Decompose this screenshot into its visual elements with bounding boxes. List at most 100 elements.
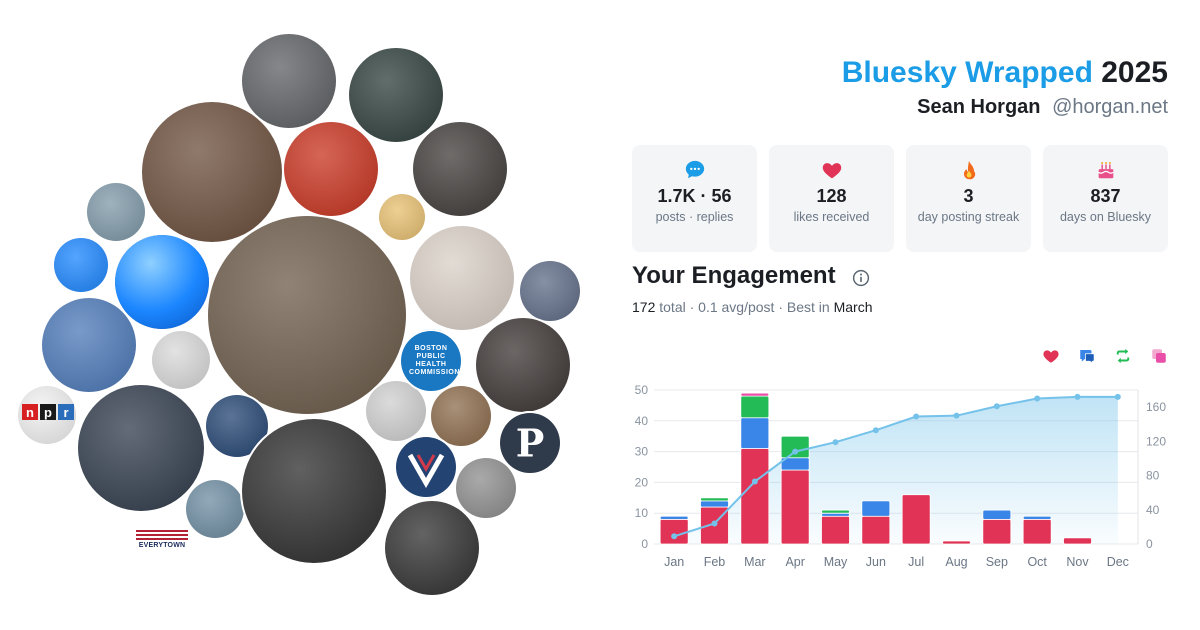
- stat-label: posts · replies: [655, 210, 734, 224]
- flame-icon: [963, 160, 975, 180]
- stat-label: days on Bluesky: [1059, 210, 1152, 224]
- avatar[interactable]: [208, 216, 406, 414]
- line-point: [792, 448, 799, 455]
- avatar[interactable]: [206, 395, 268, 457]
- bar-segment: [861, 515, 891, 545]
- x-tick-label: Apr: [785, 555, 804, 569]
- x-tick-label: May: [824, 555, 848, 569]
- bar-segment: [1022, 515, 1052, 520]
- avatar[interactable]: [520, 261, 580, 321]
- avatar[interactable]: [242, 34, 336, 128]
- flag-stripes: [136, 530, 188, 542]
- bar-segment: [982, 509, 1012, 520]
- npr-letter-p: p: [40, 404, 56, 420]
- avatar[interactable]: [142, 102, 282, 242]
- everytown-text: EVERYTOWN: [138, 542, 186, 549]
- avatar[interactable]: [431, 386, 491, 446]
- boston-public-health-logo[interactable]: BOSTON PUBLIC HEALTH COMMISSION: [401, 331, 461, 391]
- bar-segment: [1022, 518, 1052, 545]
- avatar[interactable]: [476, 318, 570, 412]
- x-tick-label: Aug: [945, 555, 967, 569]
- separator: ·: [689, 299, 695, 315]
- x-tick-label: Mar: [744, 555, 766, 569]
- y2-tick-label: 40: [1146, 503, 1160, 517]
- bar-segment: [901, 494, 931, 545]
- x-tick-label: Nov: [1066, 555, 1089, 569]
- repost-icon[interactable]: [1114, 347, 1132, 365]
- brand-title: Bluesky Wrapped: [841, 56, 1093, 89]
- p-letter: P: [515, 420, 545, 466]
- avatar[interactable]: [413, 122, 507, 216]
- avatar[interactable]: [385, 501, 479, 595]
- y-tick-label: 0: [641, 537, 648, 551]
- x-tick-label: Jun: [866, 555, 886, 569]
- total-word: total: [659, 299, 686, 315]
- display-name: Sean Horgan: [917, 96, 1041, 118]
- avatar[interactable]: [379, 194, 425, 240]
- bar-segment: [700, 500, 729, 508]
- avatar[interactable]: [186, 480, 244, 538]
- bar-segment: [780, 469, 810, 545]
- stat-label: likes received: [793, 210, 870, 224]
- cumulative-line: [673, 395, 1118, 538]
- y-tick-label: 10: [635, 506, 649, 520]
- section-title: Your Engagement: [632, 262, 836, 289]
- avatar[interactable]: [284, 122, 378, 216]
- avatar[interactable]: [152, 331, 210, 389]
- cake-icon: [1097, 162, 1114, 179]
- avatar[interactable]: [87, 183, 145, 241]
- everytown-logo: EVERYTOWN: [136, 530, 188, 549]
- stat-value: 128: [816, 186, 847, 206]
- separator: ·: [778, 299, 784, 315]
- y2-tick-label: 0: [1146, 537, 1153, 551]
- y-tick-label: 30: [635, 445, 649, 459]
- line-point: [751, 478, 758, 485]
- y2-tick-label: 80: [1146, 469, 1160, 483]
- avatar[interactable]: [42, 298, 136, 392]
- x-tick-label: Oct: [1027, 555, 1047, 569]
- v-logo[interactable]: [396, 437, 456, 497]
- x-tick-label: Dec: [1107, 555, 1129, 569]
- stat-card-days: 837 days on Bluesky: [1043, 145, 1168, 252]
- line-point: [671, 533, 678, 540]
- stat-value: 3: [963, 186, 974, 206]
- avatar[interactable]: [349, 48, 443, 142]
- best-prefix: Best in: [786, 299, 830, 315]
- engagement-summary: 172 total · 0.1 avg/post · Best in March: [632, 299, 873, 315]
- stat-card-streak: 3 day posting streak: [906, 145, 1031, 252]
- reply-icon[interactable]: [1078, 347, 1096, 365]
- y-tick-label: 40: [635, 414, 649, 428]
- line-point: [953, 412, 960, 419]
- avatar[interactable]: [410, 226, 514, 330]
- bar-segment: [659, 518, 689, 545]
- avatar[interactable]: [78, 385, 204, 511]
- avatar[interactable]: [242, 419, 386, 563]
- line-point: [832, 439, 839, 446]
- heart-icon[interactable]: [1042, 347, 1060, 365]
- line-point: [1074, 393, 1081, 400]
- x-tick-label: Feb: [704, 555, 726, 569]
- v-mark: [407, 453, 445, 489]
- bar-segment: [700, 497, 729, 502]
- p-logo[interactable]: P: [500, 413, 560, 473]
- chart-legend: [1042, 347, 1168, 365]
- bar-segment: [821, 515, 850, 545]
- quote-icon[interactable]: [1150, 347, 1168, 365]
- total-value: 172: [632, 299, 656, 315]
- npr-logo: n p r: [22, 404, 74, 420]
- npr-letter-n: n: [22, 404, 38, 420]
- line-point: [993, 403, 1000, 410]
- info-icon[interactable]: [852, 269, 870, 287]
- line-point: [1034, 395, 1041, 402]
- line-point: [872, 427, 879, 434]
- bar-segment: [740, 448, 770, 545]
- x-tick-label: Jul: [908, 555, 924, 569]
- chat-bubble-icon: [685, 160, 704, 179]
- y-tick-label: 20: [635, 475, 649, 489]
- avatar[interactable]: [54, 238, 108, 292]
- avatar[interactable]: [456, 458, 516, 518]
- bar-segment: [821, 509, 850, 514]
- blue-orb-avatar[interactable]: [115, 235, 209, 329]
- avatar[interactable]: [366, 381, 426, 441]
- y-tick-label: 50: [635, 383, 649, 397]
